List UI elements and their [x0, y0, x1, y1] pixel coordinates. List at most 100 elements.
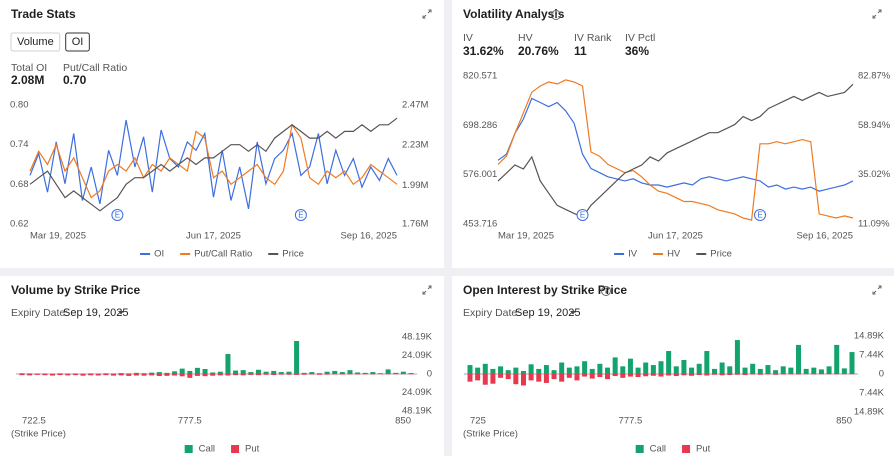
expand-icon[interactable]: [872, 285, 882, 295]
bar: [658, 374, 664, 377]
button-frame[interactable]: [65, 32, 90, 52]
bar: [194, 367, 200, 374]
x-tick-label: 850: [395, 416, 411, 427]
bar: [742, 367, 748, 374]
bar: [803, 368, 809, 374]
bar: [597, 363, 603, 374]
button-label[interactable]: Volume: [17, 36, 54, 48]
expiry-label: Expiry Date:: [463, 307, 520, 319]
bar: [711, 374, 717, 375]
panel: [0, 276, 444, 456]
bar: [34, 374, 40, 375]
bar: [233, 370, 239, 374]
info-icon[interactable]: [551, 10, 561, 20]
y-tick-label: 1.99M: [402, 180, 428, 191]
bar: [658, 361, 664, 374]
bar: [689, 374, 695, 376]
event-label: E: [298, 211, 303, 220]
button-frame[interactable]: [10, 32, 61, 52]
event-marker[interactable]: [294, 209, 307, 221]
event-marker[interactable]: [576, 209, 589, 221]
bar: [111, 373, 117, 374]
stat-value: 2.08M: [11, 73, 44, 87]
bar: [689, 367, 695, 374]
expand-icon[interactable]: [872, 9, 882, 19]
bar: [757, 374, 763, 375]
dropdown-caret[interactable]: [118, 311, 124, 315]
bar: [339, 372, 345, 374]
bar: [734, 374, 740, 375]
bar: [681, 359, 687, 374]
event-label: E: [757, 211, 762, 220]
bar: [65, 374, 71, 376]
button-label[interactable]: OI: [72, 36, 84, 48]
legend-label: OI: [154, 249, 164, 260]
bar: [505, 374, 511, 380]
expiry-dropdown[interactable]: Sep 19, 2025: [63, 307, 128, 319]
x-tick-label: Mar 19, 2025: [498, 231, 554, 242]
bar: [271, 370, 277, 374]
bar: [650, 374, 656, 376]
bar: [217, 371, 223, 374]
expand-icon[interactable]: [422, 9, 432, 19]
bar: [818, 369, 824, 374]
bar: [179, 368, 185, 374]
bar: [528, 374, 534, 381]
toggle-button[interactable]: Volume: [10, 32, 61, 52]
y-tick-label: 1.76M: [402, 219, 428, 230]
bar: [225, 354, 231, 374]
expiry-label: Expiry Date:: [11, 307, 68, 319]
bar: [696, 374, 702, 376]
bar: [72, 374, 78, 376]
bar: [27, 373, 33, 374]
bar: [164, 374, 170, 376]
legend-swatch: [682, 445, 691, 453]
dropdown-caret[interactable]: [570, 311, 576, 315]
bar: [393, 372, 399, 374]
x-tick-label: Jun 17, 2025: [186, 231, 241, 242]
bar: [255, 369, 261, 374]
bar: [126, 374, 132, 376]
bar: [133, 372, 139, 374]
y-tick-label: 48.19K: [402, 406, 433, 417]
bar: [475, 367, 481, 374]
y-tick-label: 7.44K: [859, 350, 884, 361]
bar: [796, 374, 802, 375]
bar: [536, 368, 542, 374]
legend-swatch: [184, 445, 193, 453]
bar: [156, 372, 162, 374]
bar: [301, 372, 307, 374]
bar: [263, 371, 269, 374]
bar: [566, 374, 572, 378]
legend-label: Put/Call Ratio: [194, 249, 252, 260]
toggle-button[interactable]: OI: [65, 32, 90, 52]
bar: [574, 366, 580, 374]
bar: [666, 351, 672, 374]
bar: [490, 374, 496, 384]
info-icon[interactable]: [601, 286, 611, 296]
bar: [248, 372, 254, 374]
legend-label: HV: [667, 249, 681, 260]
bar: [605, 367, 611, 374]
bar: [589, 374, 595, 379]
x-tick-label: 725: [470, 416, 486, 427]
stat-label: IV Rank: [574, 32, 612, 44]
bar: [536, 374, 542, 382]
bar: [202, 374, 208, 377]
bar: [255, 374, 261, 376]
stat-label: Total OI: [11, 62, 47, 74]
expand-icon[interactable]: [422, 285, 432, 295]
bar: [194, 374, 200, 376]
bar: [788, 367, 794, 374]
bar: [362, 372, 368, 374]
event-label: E: [580, 211, 585, 220]
bar: [210, 374, 216, 376]
y-tick-label: 2.23M: [402, 140, 428, 151]
event-marker[interactable]: [754, 209, 767, 221]
y-tick-label: 0.80: [10, 100, 29, 111]
event-marker[interactable]: [111, 209, 124, 221]
y-tick-label: 11.09%: [858, 219, 890, 230]
bar: [765, 365, 771, 374]
expiry-dropdown[interactable]: Sep 19, 2025: [515, 307, 580, 319]
series-line: [29, 117, 398, 212]
